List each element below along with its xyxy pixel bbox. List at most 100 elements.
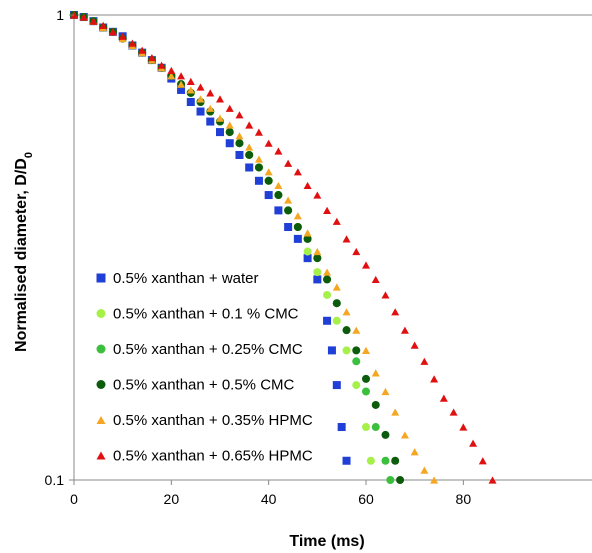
data-point bbox=[274, 206, 283, 215]
data-point bbox=[371, 369, 380, 377]
data-point bbox=[459, 423, 468, 431]
legend: 0.5% xanthan + water 0.5% xanthan + 0.1 %… bbox=[96, 270, 313, 465]
data-point bbox=[274, 191, 283, 200]
data-point bbox=[332, 316, 341, 325]
data-point bbox=[303, 254, 312, 263]
x-tick-label: 60 bbox=[358, 491, 374, 507]
data-point bbox=[186, 97, 195, 106]
data-point bbox=[332, 217, 341, 225]
data-point bbox=[362, 374, 370, 383]
data-point bbox=[284, 196, 293, 204]
data-point bbox=[284, 223, 293, 232]
y-tick-label: 0.1 bbox=[45, 472, 65, 488]
data-point bbox=[128, 39, 137, 47]
x-tick-label: 20 bbox=[164, 491, 180, 507]
data-point bbox=[323, 316, 332, 325]
data-point bbox=[342, 346, 351, 355]
data-point bbox=[469, 439, 478, 447]
y-tick-labels: 0.11 bbox=[45, 7, 74, 488]
data-point bbox=[147, 53, 156, 62]
data-point bbox=[371, 275, 380, 284]
data-point bbox=[293, 168, 302, 176]
data-point bbox=[313, 254, 322, 263]
data-point bbox=[400, 431, 409, 439]
data-point bbox=[167, 66, 176, 75]
data-point bbox=[352, 381, 361, 390]
data-point bbox=[303, 234, 312, 243]
data-point bbox=[391, 456, 400, 465]
legend-label: 0.5% xanthan + 0.1 % CMC bbox=[113, 306, 299, 323]
data-point bbox=[386, 476, 395, 484]
data-point bbox=[177, 85, 186, 94]
data-point bbox=[254, 176, 263, 185]
data-point bbox=[362, 423, 370, 432]
y-axis-title-subscript: 0 bbox=[23, 152, 35, 158]
data-point bbox=[303, 247, 312, 256]
data-point bbox=[439, 394, 448, 402]
data-point bbox=[177, 72, 186, 80]
legend-marker bbox=[96, 380, 106, 389]
y-axis-title: Normalised diameter, D/D0 bbox=[13, 152, 35, 352]
data-point bbox=[264, 176, 273, 185]
data-point bbox=[362, 387, 370, 396]
x-tick-labels: 0 20 40 60 80 bbox=[70, 480, 471, 507]
data-point bbox=[225, 121, 234, 129]
data-point bbox=[381, 387, 390, 396]
data-point bbox=[323, 206, 332, 215]
data-point bbox=[352, 346, 361, 355]
data-point bbox=[332, 381, 341, 390]
data-point bbox=[245, 150, 254, 159]
data-point bbox=[118, 32, 127, 40]
data-point bbox=[342, 456, 351, 465]
data-point bbox=[293, 212, 302, 220]
data-point bbox=[352, 326, 361, 334]
data-point bbox=[245, 121, 254, 129]
legend-label: 0.5% xanthan + 0.5% CMC bbox=[113, 377, 295, 394]
data-point bbox=[313, 191, 322, 199]
data-point bbox=[264, 139, 273, 147]
data-point bbox=[235, 111, 244, 119]
data-point bbox=[400, 326, 409, 334]
legend-marker bbox=[96, 451, 106, 460]
data-point bbox=[293, 223, 302, 232]
data-point bbox=[327, 346, 336, 355]
data-point bbox=[420, 466, 429, 474]
data-point bbox=[366, 456, 375, 465]
data-point bbox=[206, 104, 215, 112]
data-point bbox=[396, 476, 405, 484]
legend-marker bbox=[96, 309, 106, 318]
data-point bbox=[371, 423, 380, 432]
legend-marker bbox=[96, 415, 106, 425]
data-point bbox=[216, 95, 224, 103]
markers bbox=[70, 11, 497, 484]
data-point bbox=[225, 128, 234, 137]
data-point bbox=[488, 476, 497, 484]
data-point bbox=[206, 117, 215, 126]
data-point bbox=[313, 247, 322, 256]
data-point bbox=[264, 168, 273, 176]
data-point bbox=[303, 181, 312, 190]
legend-label: 0.5% xanthan + 0.65% HPMC bbox=[113, 448, 313, 465]
x-tick-label: 40 bbox=[261, 491, 277, 507]
data-point bbox=[196, 95, 205, 103]
data-point bbox=[391, 408, 400, 416]
data-point bbox=[323, 275, 332, 284]
data-point bbox=[293, 234, 302, 243]
data-point bbox=[420, 357, 429, 365]
data-point bbox=[313, 275, 322, 284]
data-point bbox=[196, 107, 205, 116]
data-point bbox=[167, 72, 176, 80]
data-point bbox=[478, 457, 487, 465]
data-point bbox=[381, 291, 390, 299]
data-point bbox=[245, 143, 254, 151]
data-point bbox=[264, 191, 273, 200]
data-point bbox=[303, 229, 312, 237]
data-point bbox=[235, 139, 244, 148]
data-point bbox=[342, 308, 351, 316]
data-point bbox=[352, 357, 361, 366]
data-point bbox=[235, 132, 244, 140]
data-point bbox=[337, 423, 346, 432]
data-point bbox=[235, 150, 244, 159]
data-point bbox=[332, 299, 341, 308]
